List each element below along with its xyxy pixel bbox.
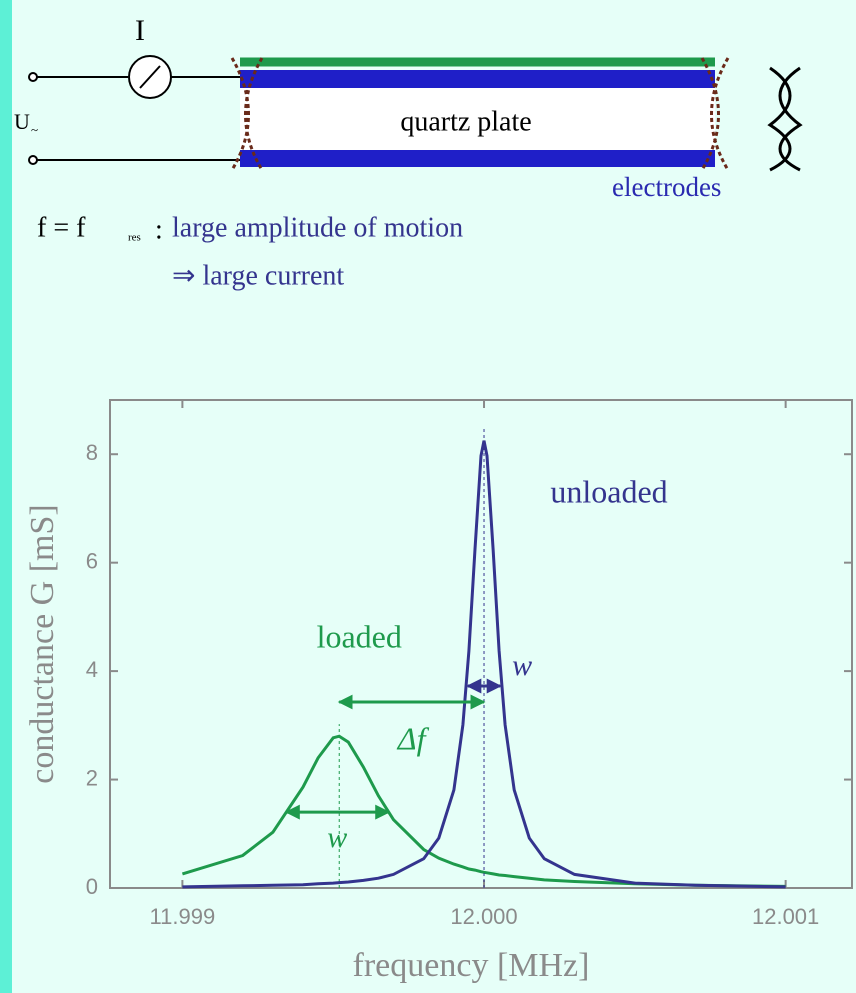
x-tick-label: 12.000 xyxy=(450,904,517,929)
x-tick-label: 12.001 xyxy=(752,904,819,929)
series-label: unloaded xyxy=(550,473,667,509)
series-line xyxy=(181,734,786,888)
electrodes-label: electrodes xyxy=(612,172,721,202)
y-tick-label: 6 xyxy=(86,548,98,573)
annotation: w xyxy=(512,649,532,682)
annotation: w xyxy=(327,821,347,854)
bottom-electrode xyxy=(240,150,715,167)
annotation: Δf xyxy=(396,720,430,756)
circuit xyxy=(28,55,240,165)
y-tick-label: 0 xyxy=(86,874,98,899)
chart: 0 2 4 6 8 11.999 12.000 12.001 frequency [MHz] co… xyxy=(24,399,853,984)
side-strip xyxy=(0,0,12,993)
y-axis-label: conductance G [mS] xyxy=(24,504,61,783)
effect: large amplitude of motion xyxy=(172,212,463,243)
separator: : xyxy=(155,214,163,245)
series-line xyxy=(182,440,786,889)
x-axis-label: frequency [MHz] xyxy=(353,947,590,984)
current-label: I xyxy=(135,14,145,47)
condition: f = f xyxy=(37,212,86,243)
series-label: loaded xyxy=(317,618,402,654)
y-tick-label: 2 xyxy=(86,765,98,790)
plot-frame xyxy=(109,399,853,889)
condition-sub: res xyxy=(128,232,141,244)
y-tick-label: 8 xyxy=(86,440,98,465)
plate-label: quartz plate xyxy=(400,106,531,137)
consequence: ⇒ large current xyxy=(172,260,344,291)
x-tick-label: 11.999 xyxy=(150,904,216,929)
shear-mode xyxy=(230,57,730,171)
voltage-sub: ~ xyxy=(31,122,38,137)
wave-icon xyxy=(767,66,803,172)
top-electrode xyxy=(240,70,715,88)
quartz-plate xyxy=(240,88,715,150)
y-tick-label: 4 xyxy=(86,657,98,682)
voltage-label: U xyxy=(14,109,30,134)
